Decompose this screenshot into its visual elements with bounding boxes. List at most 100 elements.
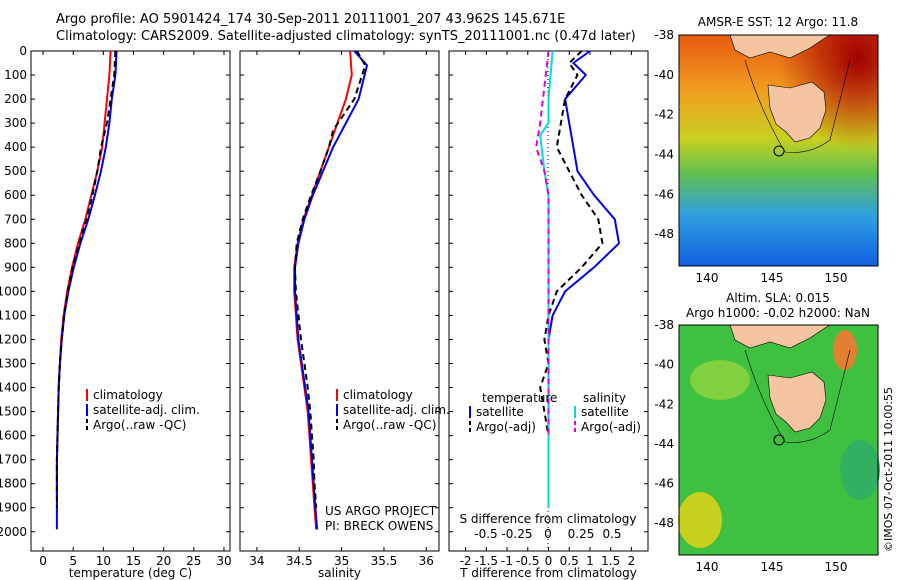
s-diff-tick-label: -0.25 xyxy=(501,527,532,541)
series-line-argo-raw-qc xyxy=(55,50,117,508)
sla-high-patch xyxy=(833,330,857,370)
y-tick-label: 1500 xyxy=(0,405,27,419)
chart-title-line1: Argo profile: AO 5901424_174 30-Sep-2011… xyxy=(56,12,566,27)
y-tick-label: 300 xyxy=(4,116,27,130)
map-y-tick-label: -44 xyxy=(654,437,674,451)
map-y-tick-label: -38 xyxy=(654,28,674,42)
sla-map xyxy=(678,324,880,556)
x-tick-label: 1 xyxy=(586,554,594,568)
y-tick-label: 200 xyxy=(4,92,27,106)
sst-argo-location-marker xyxy=(773,145,785,157)
legend-label: satellite-adj. clim. xyxy=(343,403,450,417)
sla-patch xyxy=(690,360,750,400)
map-x-tick-label: 150 xyxy=(825,560,848,574)
x-tick-label: 34 xyxy=(249,554,264,568)
y-tick-label: 500 xyxy=(4,164,27,178)
x-tick-label: 0.5 xyxy=(560,554,579,568)
salinity-plot-frame xyxy=(239,50,440,552)
legend-label: climatology xyxy=(93,388,163,402)
map-y-tick-label: -44 xyxy=(654,147,674,161)
map-y-tick-label: -40 xyxy=(654,358,674,372)
sla-patch xyxy=(840,440,880,500)
series-line-temperature-argo-adj xyxy=(539,50,604,484)
map-y-tick-label: -42 xyxy=(654,108,674,122)
map-y-tick-label: -46 xyxy=(654,187,674,201)
y-tick-label: 1200 xyxy=(0,332,27,346)
temperature-plot-frame xyxy=(30,50,231,552)
x-tick-label: 0 xyxy=(545,554,553,568)
x-tick-label: -1 xyxy=(501,554,513,568)
sla-map-title-line2: Argo h1000: -0.02 h2000: NaN xyxy=(686,306,870,320)
map-y-tick-label: -42 xyxy=(654,397,674,411)
y-tick-label: 400 xyxy=(4,140,27,154)
project-annotation: US ARGO PROJECT xyxy=(325,504,437,518)
y-tick-label: 1300 xyxy=(0,357,27,371)
map-x-tick-label: 145 xyxy=(761,271,784,285)
y-tick-label: 800 xyxy=(4,236,27,250)
s-diff-tick-label: 0.5 xyxy=(602,527,621,541)
y-tick-label: 1600 xyxy=(0,429,27,443)
sla-map-frame xyxy=(678,324,879,556)
map-y-tick-label: -48 xyxy=(654,516,674,530)
sst-mainland xyxy=(729,34,832,59)
pi-annotation: PI: BRECK OWENS xyxy=(325,519,433,533)
map-y-tick-label: -40 xyxy=(654,68,674,82)
x-tick-label: 34.5 xyxy=(286,554,313,568)
x-tick-label: 1.5 xyxy=(601,554,620,568)
credit-text: ©IMOS 07-Oct-2011 10:00:55 xyxy=(882,386,895,552)
sst-shelf-contour xyxy=(744,59,851,153)
sst-map-title: AMSR-E SST: 12 Argo: 11.8 xyxy=(698,15,858,29)
x-axis-label: temperature (deg C) xyxy=(69,566,192,580)
sst-map xyxy=(678,34,879,267)
map-y-tick-label: -48 xyxy=(654,227,674,241)
map-x-tick-label: 145 xyxy=(761,560,784,574)
legend-label: Argo(..raw -QC) xyxy=(93,418,186,432)
s-difference-axis-label: S difference from climatology xyxy=(460,512,637,526)
y-tick-label: 1700 xyxy=(0,453,27,467)
sst-tasmania xyxy=(767,81,827,143)
y-tick-label: 2000 xyxy=(0,525,27,539)
x-tick-label: 20 xyxy=(156,554,171,568)
map-x-tick-label: 150 xyxy=(825,271,848,285)
x-tick-label: 25 xyxy=(186,554,201,568)
x-tick-label: 30 xyxy=(216,554,231,568)
y-tick-label: 600 xyxy=(4,188,27,202)
y-tick-label: 1900 xyxy=(0,501,27,515)
chart-title-line2: Climatology: CARS2009. Satellite-adjuste… xyxy=(56,29,636,44)
x-tick-label: 15 xyxy=(126,554,141,568)
legend-label: Argo(..raw -QC) xyxy=(343,418,436,432)
x-tick-label: -1.5 xyxy=(475,554,498,568)
legend-group-title: salinity xyxy=(583,391,626,405)
x-tick-label: 0 xyxy=(39,554,47,568)
series-line-argo-raw-qc xyxy=(293,50,367,508)
legend-label: Argo(-adj) xyxy=(581,420,641,434)
x-tick-label: 35 xyxy=(334,554,349,568)
sst-warm-region xyxy=(679,35,878,266)
s-diff-tick-label: -0.5 xyxy=(474,527,497,541)
legend-label: satellite xyxy=(476,405,524,419)
x-tick-label: 36 xyxy=(419,554,434,568)
y-tick-label: 900 xyxy=(4,260,27,274)
legend-label: satellite xyxy=(581,405,629,419)
x-tick-label: -0.5 xyxy=(516,554,539,568)
y-tick-label: 100 xyxy=(4,68,27,82)
x-tick-label: 5 xyxy=(69,554,77,568)
y-tick-label: 700 xyxy=(4,212,27,226)
map-x-tick-label: 140 xyxy=(696,560,719,574)
x-axis-label: T difference from climatology xyxy=(459,566,637,580)
legend-label: satellite-adj. clim. xyxy=(93,403,200,417)
map-x-tick-label: 140 xyxy=(696,271,719,285)
sst-map-frame xyxy=(678,34,879,267)
s-diff-tick-label: 0 xyxy=(544,527,552,541)
x-tick-label: 35.5 xyxy=(371,554,398,568)
sla-mainland xyxy=(729,324,832,349)
x-axis-label: salinity xyxy=(318,566,361,580)
map-y-tick-label: -38 xyxy=(654,318,674,332)
legend-group-title: temperature xyxy=(482,391,557,405)
sla-argo-location-marker xyxy=(773,434,785,446)
x-tick-label: 10 xyxy=(96,554,111,568)
s-diff-tick-label: 0.25 xyxy=(568,527,595,541)
y-tick-label: 0 xyxy=(19,44,27,58)
series-line-salinity-argo-adj xyxy=(535,50,550,436)
